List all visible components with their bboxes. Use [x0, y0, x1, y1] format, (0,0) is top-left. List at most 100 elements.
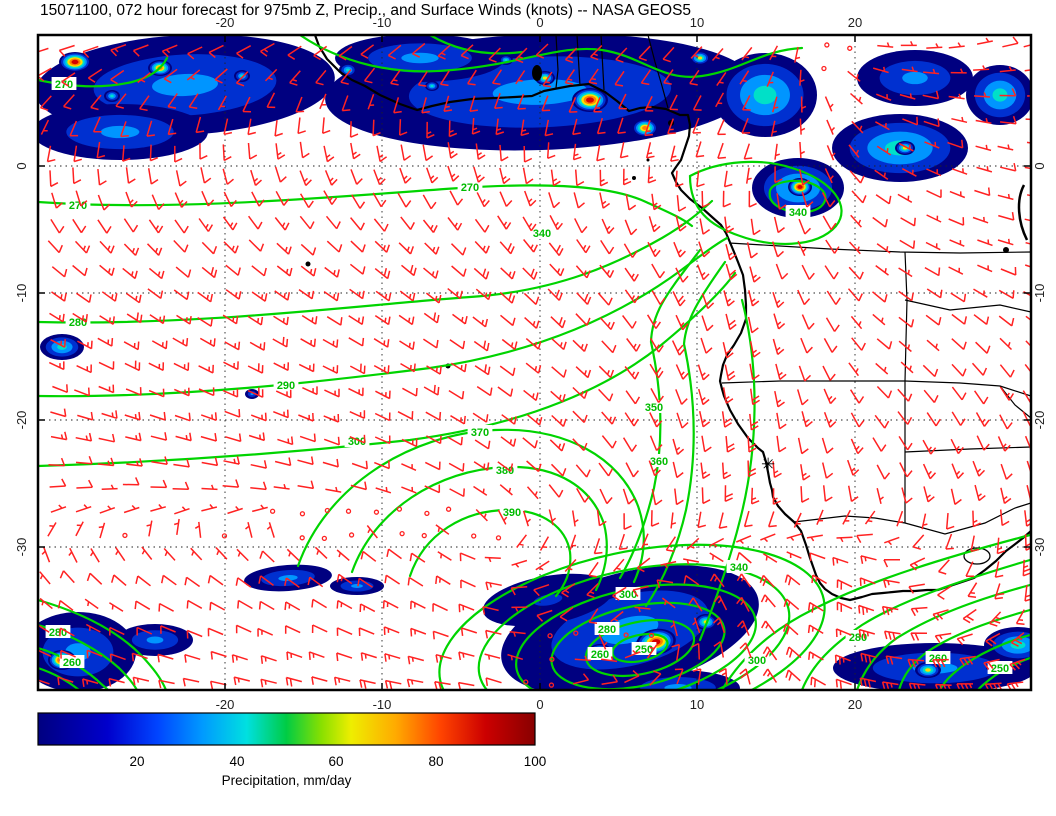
wind-barb	[422, 338, 439, 349]
contour-label-halo	[646, 454, 672, 467]
wind-barb	[976, 37, 993, 45]
wind-barb	[182, 677, 200, 687]
contour-label-halo	[65, 315, 91, 328]
wind-barb	[776, 193, 787, 210]
border-path	[576, 35, 581, 87]
wind-barb	[47, 522, 57, 537]
wind-barb	[201, 457, 219, 467]
wind-barb	[460, 627, 478, 636]
wind-barb	[367, 93, 375, 110]
wind-barb	[1000, 266, 1017, 276]
wind-barb	[522, 437, 538, 449]
wind-barb	[922, 364, 939, 378]
wind-barb	[569, 534, 577, 551]
wind-barb	[174, 506, 190, 515]
wind-barb	[806, 534, 823, 542]
wind-barb	[601, 218, 615, 235]
wind-barb	[597, 292, 613, 306]
wind-barb	[799, 118, 806, 135]
wind-barb	[945, 533, 954, 550]
wind-barb	[822, 215, 837, 231]
precipitation-cell	[915, 662, 941, 678]
wind-barb	[999, 88, 1017, 97]
wind-barb	[499, 484, 513, 496]
wind-barb	[476, 385, 493, 397]
wind-barb	[87, 68, 103, 83]
wind-barb	[811, 574, 827, 585]
wind-barb	[437, 44, 451, 60]
wind-barb	[289, 70, 301, 86]
wind-barb	[148, 388, 165, 398]
wind-barb	[515, 47, 528, 64]
wind-barb	[500, 267, 516, 280]
wind-barb	[157, 653, 174, 663]
x-axis-label-top: 10	[690, 15, 704, 30]
wind-barb-calm	[122, 532, 128, 539]
wind-barb	[645, 142, 655, 159]
wind-barb	[276, 242, 292, 255]
wind-barb	[467, 69, 477, 86]
wind-barb	[473, 485, 488, 496]
precip-shade	[504, 58, 508, 62]
wind-barb	[872, 313, 886, 326]
wind-barb	[348, 315, 365, 326]
x-axis-label-top: -10	[373, 15, 392, 30]
wind-barb-calm	[623, 632, 629, 638]
wind-barb	[126, 458, 143, 467]
precipitation-cell	[339, 63, 357, 77]
wind-barb	[910, 632, 928, 641]
wind-barb	[670, 512, 677, 529]
wind-barb	[86, 649, 103, 659]
map-frame	[36, 33, 1033, 692]
wind-barb	[743, 510, 753, 528]
contour-line	[428, 35, 524, 55]
wind-barb	[851, 120, 864, 134]
wind-barb	[665, 536, 677, 553]
wind-barb	[349, 410, 366, 419]
wind-barb	[598, 365, 615, 379]
wind-barb	[948, 93, 965, 100]
wind-barb	[596, 117, 606, 135]
wind-barb	[252, 504, 268, 513]
wind-barb	[948, 42, 965, 49]
wind-barb	[60, 649, 76, 659]
wind-barb	[798, 169, 810, 186]
wind-barb	[860, 652, 877, 664]
wind-barb	[340, 69, 352, 85]
wind-barb	[972, 510, 981, 528]
wind-barb	[676, 195, 687, 212]
wind-barb	[669, 94, 678, 111]
wind-barb	[876, 488, 884, 504]
wind-barb	[881, 681, 899, 690]
wind-barb	[485, 629, 502, 639]
wind-barb-calm	[299, 511, 306, 517]
precipitation-cell	[104, 90, 120, 102]
x-axis-label-bottom: -10	[373, 697, 392, 712]
precip-shade	[533, 594, 563, 606]
wind-barb	[772, 488, 782, 505]
wind-barb	[349, 288, 365, 300]
wind-barb	[951, 168, 968, 175]
wind-barb	[575, 464, 591, 478]
wind-barb	[197, 291, 214, 303]
wind-barb	[848, 241, 861, 255]
wind-barb	[864, 510, 876, 525]
wind-barb	[297, 117, 306, 135]
wind-barb	[217, 95, 227, 111]
wind-barb	[535, 43, 549, 59]
wind-barb-calm	[221, 533, 228, 539]
wind-barb	[84, 598, 99, 610]
wind-barb	[373, 338, 390, 348]
y-axis-label-left: 0	[14, 162, 29, 169]
wind-barb	[651, 290, 666, 305]
wind-barb	[319, 93, 327, 110]
wind-barb	[549, 439, 566, 452]
wind-barb	[110, 43, 127, 57]
wind-barb	[497, 509, 508, 525]
wind-barb	[548, 242, 564, 256]
wind-barb	[800, 96, 807, 113]
wind-barb	[485, 677, 502, 687]
wind-barb	[741, 46, 753, 61]
wind-barb	[190, 547, 203, 561]
wind-barb	[598, 462, 614, 477]
